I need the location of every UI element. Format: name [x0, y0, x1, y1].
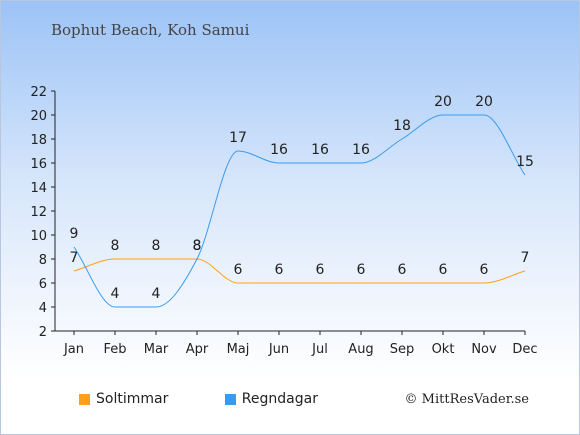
- data-label-soltimmar: 6: [234, 262, 243, 278]
- data-label-soltimmar: 6: [398, 262, 407, 278]
- legend-item-soltimmar: Soltimmar: [79, 391, 168, 407]
- x-tick-label: Feb: [103, 342, 126, 357]
- data-label-soltimmar: 6: [480, 262, 489, 278]
- data-label-regndagar: 15: [516, 154, 534, 170]
- data-label-regndagar: 8: [193, 238, 202, 254]
- x-tick-label: Maj: [227, 342, 250, 357]
- y-tick-label: 8: [39, 253, 47, 268]
- credit-text: © MittResVader.se: [404, 392, 529, 407]
- data-label-soltimmar: 6: [316, 262, 325, 278]
- series-line-regndagar: [73, 114, 526, 308]
- data-label-regndagar: 16: [270, 142, 288, 158]
- y-tick-label: 2: [39, 325, 47, 340]
- series-line-soltimmar: [73, 258, 526, 284]
- data-label-regndagar: 20: [475, 94, 493, 110]
- data-label-soltimmar: 6: [439, 262, 448, 278]
- y-tick-label: 12: [30, 205, 47, 220]
- x-tick-label: Okt: [432, 342, 455, 357]
- legend-label-regndagar: Regndagar: [241, 391, 318, 407]
- legend-item-regndagar: Regndagar: [224, 391, 318, 407]
- x-tick-label: Apr: [186, 342, 209, 357]
- x-tick-label: Nov: [471, 342, 497, 357]
- x-tick-label: Jun: [268, 342, 289, 357]
- y-tick-label: 18: [30, 133, 47, 148]
- y-tick-label: 10: [30, 229, 47, 244]
- data-label-regndagar: 16: [352, 142, 370, 158]
- data-label-soltimmar: 7: [521, 250, 530, 266]
- chart-title: Bophut Beach, Koh Samui: [51, 21, 250, 39]
- data-label-soltimmar: 6: [357, 262, 366, 278]
- data-label-regndagar: 4: [111, 286, 120, 302]
- x-tick-label: Dec: [512, 342, 537, 357]
- legend-swatch-regndagar: [224, 393, 236, 405]
- data-label-soltimmar: 6: [275, 262, 284, 278]
- data-label-regndagar: 4: [152, 286, 161, 302]
- x-tick-label: Jul: [311, 342, 328, 357]
- x-tick-label: Aug: [348, 342, 373, 357]
- chart-plot: 2 4 6 8 10 12 14 16 18 20 22 Jan Feb Mar Apr Maj Jun Jul A…: [30, 85, 537, 357]
- data-label-regndagar: 20: [434, 94, 452, 110]
- data-label-regndagar: 18: [393, 118, 411, 134]
- y-tick-label: 4: [39, 301, 47, 316]
- legend-label-soltimmar: Soltimmar: [96, 391, 169, 407]
- data-label-regndagar: 9: [70, 226, 79, 242]
- legend-swatch-soltimmar: [79, 393, 90, 405]
- data-label-soltimmar: 7: [70, 250, 79, 266]
- y-tick-label: 14: [30, 181, 47, 196]
- x-tick-label: Mar: [144, 342, 169, 357]
- data-label-soltimmar: 8: [193, 238, 202, 254]
- y-tick-label: 20: [30, 109, 47, 124]
- data-label-soltimmar: 8: [152, 238, 161, 254]
- legend: Soltimmar Regndagar: [79, 391, 370, 409]
- y-tick-label: 22: [30, 85, 47, 100]
- x-tick-label: Sep: [390, 342, 415, 357]
- data-label-regndagar: 16: [311, 142, 329, 158]
- x-tick-label: Jan: [63, 342, 84, 357]
- data-label-regndagar: 17: [229, 130, 247, 146]
- y-tick-label: 6: [39, 277, 47, 292]
- data-label-soltimmar: 8: [111, 238, 120, 254]
- y-tick-label: 16: [30, 157, 47, 172]
